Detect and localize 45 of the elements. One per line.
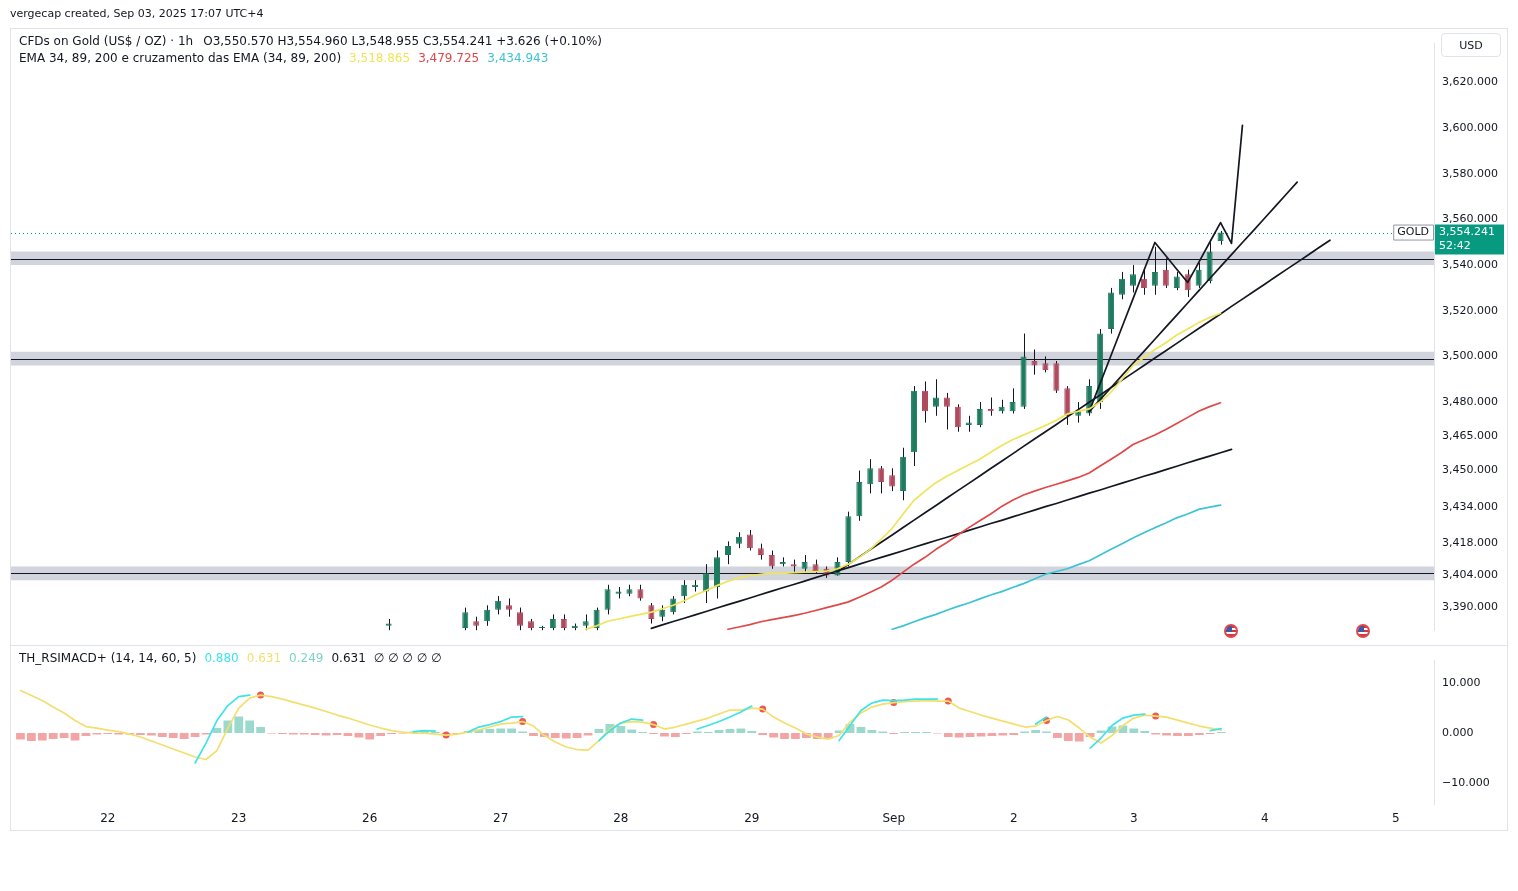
text: 3,554.241	[1439, 225, 1495, 239]
y-tick-label: 3,418.000	[1442, 536, 1498, 550]
y-tick-label: 0.000	[1442, 725, 1474, 739]
y-tick-label: −10.000	[1442, 775, 1490, 789]
x-tick-label: Sep	[882, 811, 905, 826]
y-tick-label: 3,580.000	[1442, 166, 1498, 180]
x-tick-label: 26	[362, 811, 378, 826]
text: 52:42	[1439, 239, 1471, 253]
x-tick-label: 4	[1260, 811, 1269, 826]
chart-title: TH_RSIMACD+ (14, 14, 60, 5)	[19, 651, 197, 665]
ref-line-label: GOLD	[1397, 225, 1429, 239]
y-tick-label: 3,450.000	[1442, 463, 1498, 477]
annotation: 0.631	[331, 651, 366, 665]
x-tick-label: 2	[1009, 811, 1018, 826]
chart-title: CFDs on Gold (US$ / OZ) · 1h	[19, 34, 194, 48]
y-tick-label: 3,540.000	[1442, 257, 1498, 271]
x-tick-label: 23	[231, 811, 247, 826]
x-tick-label: 28	[613, 811, 629, 826]
text: vergecap created, Sep 03, 2025 17:07 UTC+4	[10, 7, 264, 20]
text: 3,479.725	[418, 51, 480, 65]
text: 3,518.865	[349, 51, 411, 65]
annotation: ∅ ∅ ∅ ∅ ∅	[373, 651, 442, 665]
y-tick-label: 3,620.000	[1442, 75, 1498, 89]
x-tick-label: 29	[744, 811, 760, 826]
x-tick-label: 5	[1391, 811, 1400, 826]
text: USD	[1441, 33, 1501, 57]
x-tick-label: 3	[1130, 811, 1138, 826]
annotation: O3,550.570 H3,554.960 L3,548.955 C3,554.241 +3.626 (+0.10%)	[203, 34, 603, 48]
text: EMA 34, 89, 200 e cruzamento das EMA (34, 89, 200)	[19, 51, 342, 65]
x-tick-label: 22	[100, 811, 116, 826]
text: 0.880	[204, 651, 239, 665]
y-tick-label: 3,434.000	[1442, 499, 1498, 513]
text: 3,434.943	[487, 51, 549, 65]
y-tick-label: 3,404.000	[1442, 568, 1498, 582]
y-tick-label: 3,500.000	[1442, 349, 1498, 363]
x-tick-label: 27	[493, 811, 509, 826]
y-tick-label: 3,520.000	[1442, 303, 1498, 317]
y-tick-label: 3,465.000	[1442, 429, 1498, 443]
y-tick-label: 3,390.000	[1442, 600, 1498, 614]
text: 0.249	[289, 651, 324, 665]
y-tick-label: 3,480.000	[1442, 394, 1498, 408]
y-tick-label: 3,560.000	[1442, 212, 1498, 226]
y-tick-label: 10.000	[1442, 675, 1481, 689]
text: 0.631	[246, 651, 282, 665]
y-tick-label: 3,600.000	[1442, 120, 1498, 134]
